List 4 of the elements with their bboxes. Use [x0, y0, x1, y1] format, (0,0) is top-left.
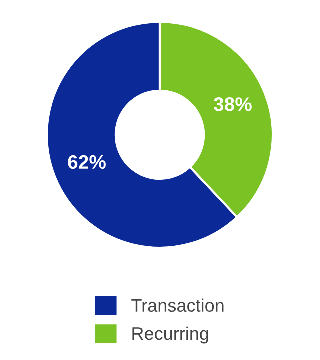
data-label: 62% — [68, 155, 106, 170]
legend-label: Transaction — [132, 298, 224, 312]
legend-label: Recurring — [132, 326, 208, 344]
data-label: 38% — [214, 98, 252, 112]
